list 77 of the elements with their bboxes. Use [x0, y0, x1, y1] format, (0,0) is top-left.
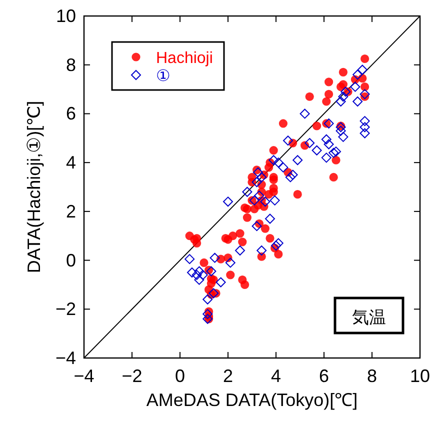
- y-tick-label: 4: [66, 152, 76, 173]
- point: [273, 238, 284, 248]
- y-tick-label: −4: [55, 348, 76, 368]
- annotation: 気温: [352, 308, 386, 327]
- point: [360, 89, 370, 100]
- x-tick-label: 8: [366, 366, 378, 386]
- point: [254, 190, 264, 201]
- point: [256, 246, 267, 256]
- point: [270, 195, 280, 206]
- point: [285, 172, 296, 182]
- x-tick-label: 0: [174, 366, 186, 386]
- point: [304, 138, 315, 148]
- point: [216, 277, 226, 288]
- x-tick-label: 4: [270, 366, 282, 386]
- point: [352, 70, 363, 80]
- point: [194, 266, 204, 276]
- legend-label: ①: [156, 68, 170, 85]
- point: [283, 136, 293, 146]
- x-tick-label: −2: [122, 366, 142, 386]
- point: [360, 116, 370, 126]
- legend-label: Hachioji: [156, 50, 213, 67]
- point: [278, 162, 288, 172]
- y-tick-label: −2: [55, 299, 76, 320]
- point: [338, 92, 348, 102]
- point: [273, 158, 284, 168]
- point: [225, 258, 236, 268]
- point: [292, 155, 303, 166]
- point: [268, 155, 279, 166]
- point: [249, 195, 260, 206]
- point: [338, 132, 348, 142]
- point: [328, 148, 339, 158]
- point: [210, 252, 220, 263]
- point: [184, 254, 195, 264]
- point: [260, 196, 270, 207]
- point: [324, 139, 334, 150]
- y-axis-title: DATA(Hachioji,①)[℃]: [24, 100, 44, 274]
- point: [324, 118, 334, 128]
- point: [202, 294, 213, 304]
- point: [312, 145, 322, 156]
- point: [256, 172, 267, 182]
- point: [321, 152, 332, 163]
- x-tick-label: 2: [222, 366, 234, 386]
- point: [321, 134, 332, 144]
- point: [360, 122, 370, 132]
- point: [223, 196, 233, 207]
- point: [206, 266, 216, 276]
- point: [350, 82, 360, 92]
- y-tick-label: 6: [66, 104, 76, 124]
- y-tick-label: 8: [66, 54, 76, 75]
- point: [192, 270, 202, 280]
- point: [252, 177, 262, 188]
- point: [336, 126, 346, 136]
- point: [235, 246, 245, 256]
- x-axis-title: AMeDAS DATA(Tokyo)[℃]: [146, 390, 358, 410]
- point: [360, 128, 370, 138]
- point: [300, 108, 310, 119]
- point: [242, 186, 252, 197]
- y-tick-label: 0: [66, 250, 76, 270]
- point: [331, 146, 341, 157]
- point: [265, 214, 275, 224]
- point: [194, 274, 204, 285]
- point: [252, 221, 262, 232]
- point: [271, 240, 281, 251]
- point: [202, 309, 213, 320]
- x-tick-label: 6: [318, 366, 330, 386]
- point: [352, 96, 363, 106]
- point: [198, 270, 208, 280]
- point: [340, 86, 351, 97]
- point: [187, 268, 197, 278]
- point: [336, 96, 346, 106]
- y-tick-label: 2: [66, 201, 76, 222]
- point: [208, 288, 219, 298]
- point: [288, 170, 298, 180]
- y-tick-label: 10: [56, 6, 76, 26]
- x-tick-label: 10: [410, 366, 430, 386]
- point: [357, 64, 368, 75]
- point: [253, 167, 263, 178]
